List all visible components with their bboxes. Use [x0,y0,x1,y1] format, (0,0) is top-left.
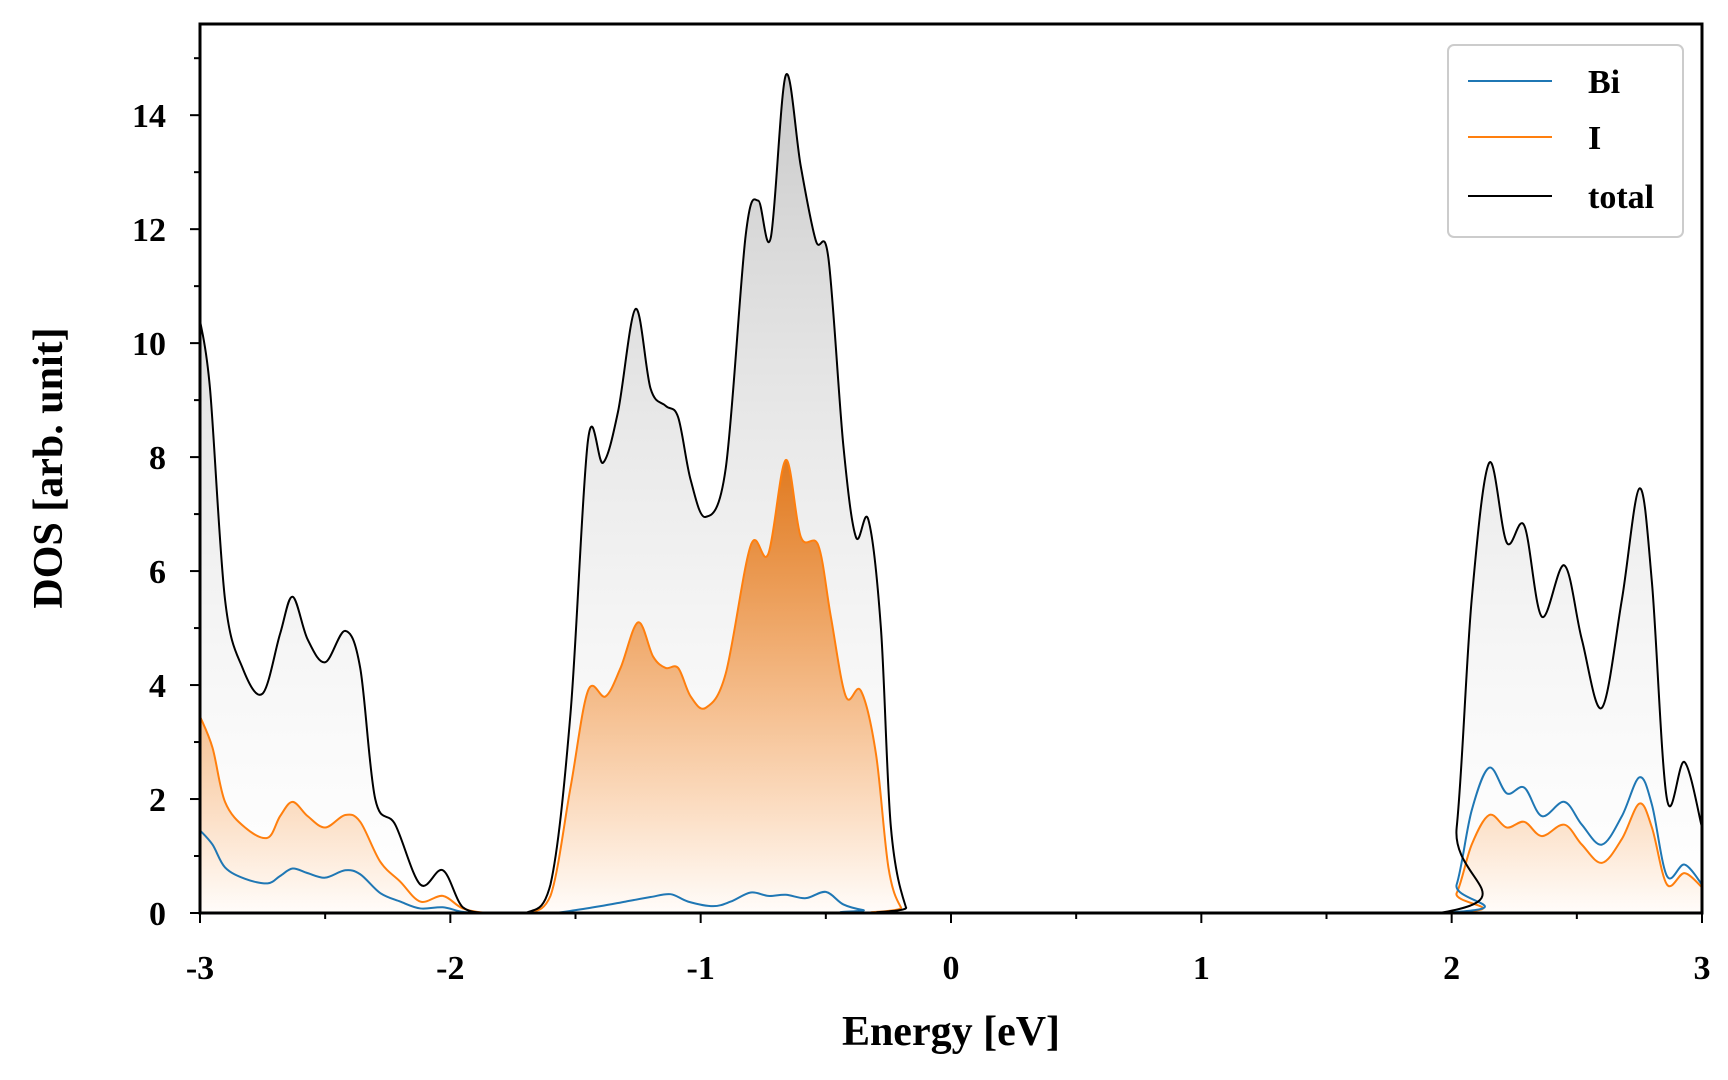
series-fills [200,74,1702,913]
x-tick-label: 2 [1443,950,1460,987]
legend-box [1447,44,1684,238]
series-line-total [200,73,1702,913]
y-tick-label: 0 [149,896,166,933]
x-tick-label: -1 [687,950,715,987]
y-tick-label: 12 [132,212,166,249]
series-fill-i [200,459,1702,913]
x-axis-ticks: -3 -2 -1 0 1 2 3 [186,913,1711,987]
y-tick-label: 14 [132,98,166,135]
x-axis-title: Energy [eV] [842,1009,1060,1055]
y-axis-ticks: 0 2 4 6 8 10 12 14 [132,57,200,933]
y-tick-label: 10 [132,326,166,363]
x-tick-label: 3 [1694,950,1711,987]
legend-label-total: total [1588,179,1654,216]
x-tick-label: 1 [1193,950,1210,987]
x-tick-label: 0 [943,950,960,987]
y-tick-label: 2 [149,782,166,819]
series-lines [200,73,1702,913]
y-tick-label: 4 [149,668,166,705]
legend-label-i: I [1588,120,1601,157]
y-tick-label: 6 [149,554,166,591]
series-line-i [200,458,1702,913]
x-tick-label: -3 [186,950,214,987]
y-tick-label: 8 [149,440,166,477]
y-axis-title: DOS [arb. unit] [26,327,72,608]
series-fill-total [200,74,1702,913]
x-tick-label: -2 [436,950,464,987]
series-line-bi [200,766,1702,913]
legend-label-bi: Bi [1588,64,1620,101]
legend: Bi I total [1447,44,1684,238]
